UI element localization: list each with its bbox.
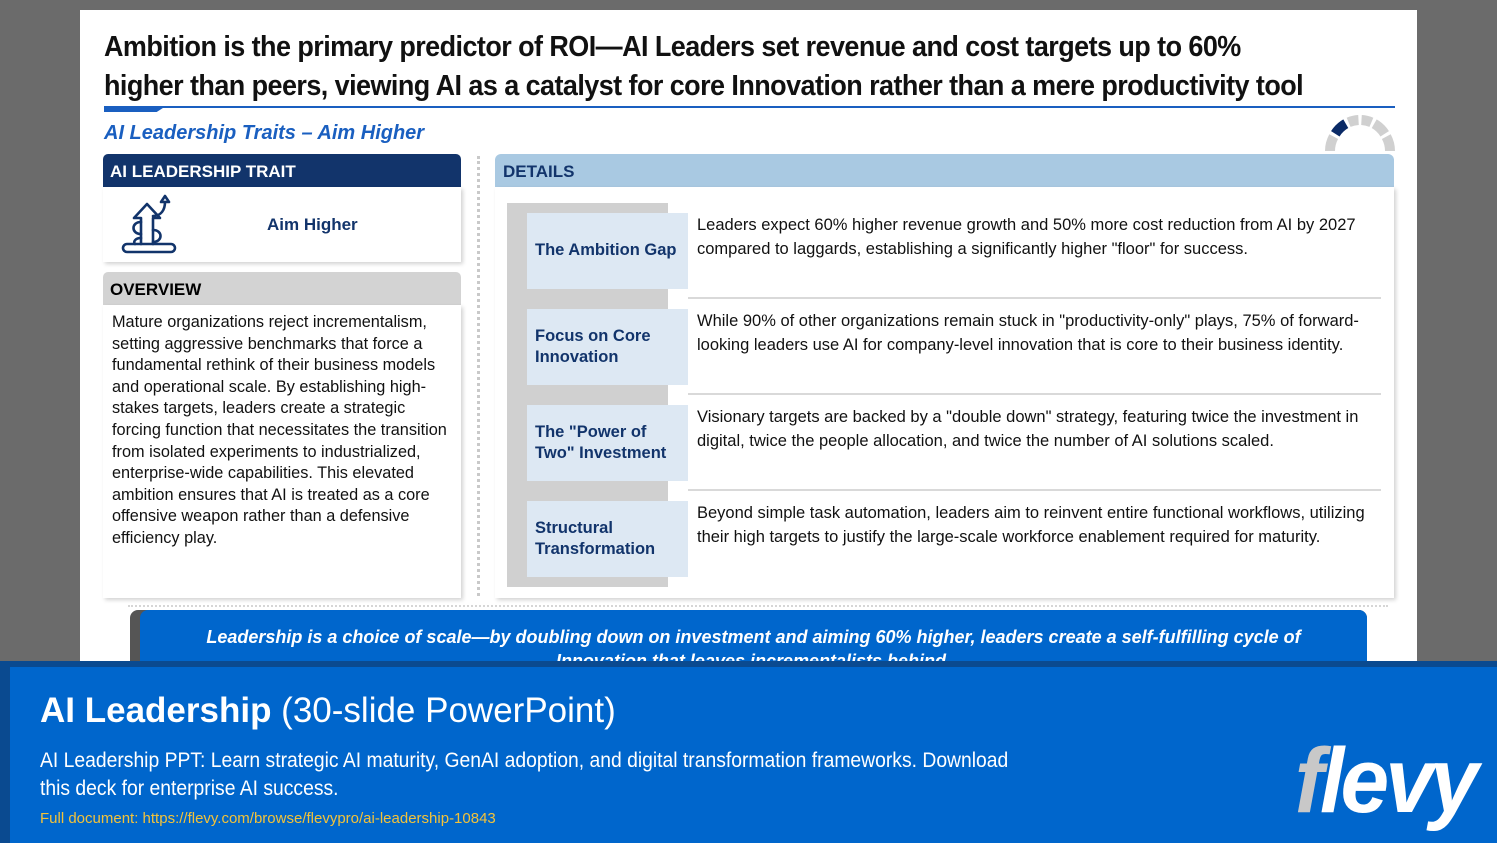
detail-row-text: Beyond simple task automation, leaders a… <box>697 504 1365 546</box>
detail-row-label: The "Power of Two" Investment <box>527 405 688 481</box>
title-line-2: higher than peers, viewing AI as a catal… <box>104 70 1304 102</box>
title-line-1: Ambition is the primary predictor of ROI… <box>104 31 1241 63</box>
progress-gauge-icon <box>1325 115 1395 152</box>
detail-row-label: Focus on Core Innovation <box>527 309 688 385</box>
row-divider <box>688 393 1381 395</box>
detail-row-text: Visionary targets are backed by a "doubl… <box>697 408 1359 450</box>
details-header: DETAILS <box>495 154 1394 187</box>
detail-row: Structural Transformation Beyond simple … <box>495 501 1394 591</box>
overview-text: Mature organizations reject incrementali… <box>103 305 461 598</box>
key-takeaway-callout: Leadership is a choice of scale—by doubl… <box>140 610 1367 670</box>
row-divider <box>688 297 1381 299</box>
trait-name: Aim Higher <box>267 215 358 234</box>
logo-f: f <box>1294 730 1324 832</box>
slide-title: Ambition is the primary predictor of ROI… <box>104 28 1313 106</box>
climbing-arrow-icon <box>121 194 177 254</box>
title-underline-accent <box>104 106 166 112</box>
full-document-link[interactable]: Full document: https://flevy.com/browse/… <box>40 810 496 827</box>
detail-row-label: The Ambition Gap <box>527 213 688 289</box>
row-divider <box>688 489 1381 491</box>
detail-row-text: While 90% of other organizations remain … <box>697 312 1359 354</box>
detail-row: The "Power of Two" Investment Visionary … <box>495 405 1394 495</box>
detail-row-text: Leaders expect 60% higher revenue growth… <box>697 216 1356 258</box>
detail-row-label: Structural Transformation <box>527 501 688 577</box>
banner-title-bold: AI Leadership <box>40 691 272 730</box>
trait-panel: Aim Higher <box>103 187 461 262</box>
slide: Ambition is the primary predictor of ROI… <box>80 10 1417 670</box>
flevy-logo[interactable]: flevy <box>1294 729 1479 834</box>
product-banner: AI Leadership (30-slide PowerPoint) AI L… <box>10 667 1497 843</box>
banner-title: AI Leadership (30-slide PowerPoint) <box>40 691 616 731</box>
logo-rest: levy <box>1320 730 1479 832</box>
banner-left-border <box>0 661 10 843</box>
slide-subtitle: AI Leadership Traits – Aim Higher <box>104 122 425 144</box>
overview-header: OVERVIEW <box>103 272 461 305</box>
section-divider <box>128 605 1388 607</box>
title-underline <box>104 106 1395 108</box>
banner-title-light: (30-slide PowerPoint) <box>271 691 616 730</box>
banner-description: AI Leadership PPT: Learn strategic AI ma… <box>40 749 1009 800</box>
column-divider <box>477 156 480 596</box>
trait-panel-header: AI LEADERSHIP TRAIT <box>103 154 461 187</box>
details-panel: The Ambition Gap Leaders expect 60% high… <box>495 187 1394 598</box>
banner-top-border <box>0 661 1497 667</box>
detail-row: The Ambition Gap Leaders expect 60% high… <box>495 213 1394 303</box>
detail-row: Focus on Core Innovation While 90% of ot… <box>495 309 1394 399</box>
